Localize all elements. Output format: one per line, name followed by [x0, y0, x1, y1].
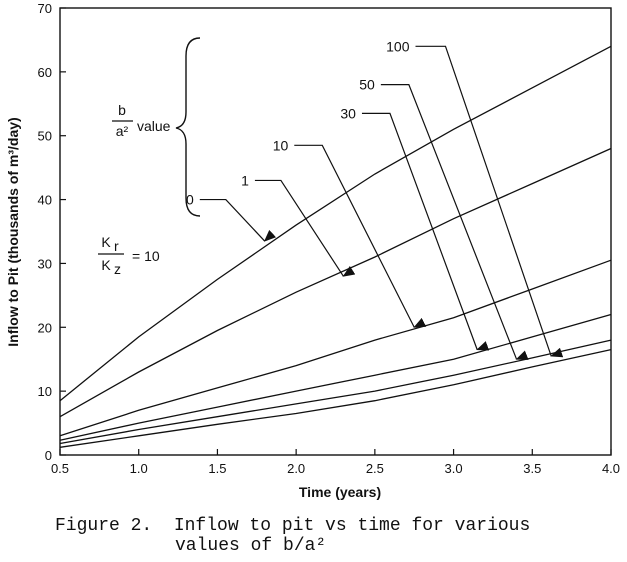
y-tick-label: 20	[38, 320, 52, 335]
caption-line-1: Figure 2. Inflow to pit vs time for vari…	[55, 516, 531, 536]
legend-brace	[175, 37, 201, 217]
series-line-30	[59, 313, 612, 441]
arrow-label-30: 30	[340, 105, 356, 121]
y-tick-label: 60	[38, 65, 52, 80]
x-tick-label: 2.0	[287, 461, 305, 476]
y-tick-label: 50	[38, 129, 52, 144]
ratio-denominator-subscript: z	[114, 261, 121, 277]
arrow-label-50: 50	[359, 77, 375, 93]
arrow-30	[361, 112, 490, 351]
arrow-label-1: 1	[241, 172, 249, 188]
legend-title-suffix: value	[137, 118, 171, 134]
series-line-1	[59, 147, 612, 418]
chart: 0.5 1.0 1.5 2.0 2.5 3.0 3.5 4.0010203040506070 …	[5, 1, 620, 500]
series-line-100	[59, 348, 612, 448]
arrow-50	[380, 84, 529, 360]
x-axis-label: Time (years)	[299, 484, 381, 500]
ratio-numerator: K	[101, 234, 111, 250]
arrow-label-100: 100	[386, 38, 410, 54]
series-line-0	[59, 45, 612, 402]
y-axis-label: Inflow to Pit (thousands of m³/day)	[5, 117, 21, 346]
x-tick-label: 0.5	[51, 461, 69, 476]
ratio-value: = 10	[132, 248, 160, 264]
x-tick-label: 2.5	[366, 461, 384, 476]
caption-line-2: values of b/a²	[175, 536, 327, 556]
y-tick-label: 0	[45, 448, 52, 463]
y-tick-label: 10	[38, 384, 52, 399]
x-tick-label: 1.5	[208, 461, 226, 476]
y-tick-label: 40	[38, 193, 52, 208]
arrow-label-0: 0	[186, 192, 194, 208]
plot-frame	[59, 7, 612, 456]
y-tick-label: 30	[38, 256, 52, 271]
series-line-50	[59, 339, 612, 445]
legend-title-numerator: b	[118, 102, 126, 118]
x-tick-label: 4.0	[602, 461, 620, 476]
ratio-numerator-subscript: r	[114, 238, 119, 254]
figure-caption: Figure 2. Inflow to pit vs time for vari…	[55, 516, 620, 556]
arrow-label-10: 10	[273, 137, 289, 153]
ratio-denominator: K	[101, 257, 111, 273]
x-tick-label: 3.5	[523, 461, 541, 476]
x-tick-label: 1.0	[130, 461, 148, 476]
x-tick-label: 3.0	[445, 461, 463, 476]
legend-title-denominator: a²	[116, 123, 129, 139]
arrow-0	[199, 198, 277, 242]
arrow-100	[415, 45, 564, 358]
series-line-10	[59, 259, 612, 437]
y-tick-label: 70	[38, 1, 52, 16]
arrow-10	[294, 144, 427, 328]
arrow-1	[254, 179, 356, 277]
